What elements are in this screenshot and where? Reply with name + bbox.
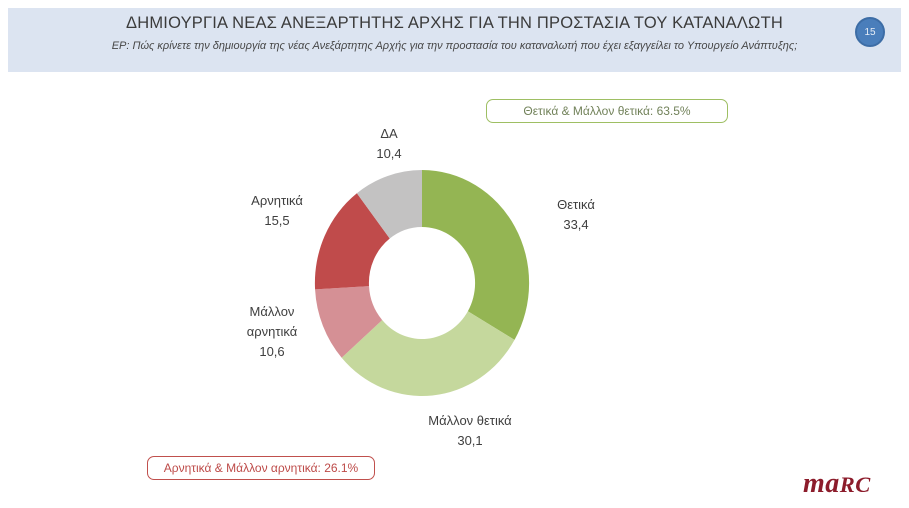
segment-name: ΔΑ [380, 126, 398, 141]
segment-name: Μάλλον αρνητικά [246, 304, 298, 340]
donut-segment-4 [356, 170, 422, 239]
donut-segment-0 [422, 170, 530, 340]
question-subtitle: ΕΡ: Πώς κρίνετε την δημιουργία της νέας … [111, 40, 798, 52]
donut-svg [314, 170, 530, 396]
segment-value: 10,4 [376, 146, 402, 162]
segment-value: 33,4 [563, 217, 589, 233]
logo-text-lower: ma [803, 468, 840, 499]
page-title: ΔΗΜΙΟΥΡΓΙΑ ΝΕΑΣ ΑΝΕΞΑΡΤΗΤΗΣ ΑΡΧΗΣ ΓΙΑ ΤΗ… [126, 14, 783, 32]
negative-summary-callout: Αρνητικά & Μάλλον αρνητικά: 26.1% [147, 456, 375, 480]
segment-label-da: ΔΑ 10,4 [376, 124, 401, 164]
logo-text-caps: RC [839, 472, 871, 497]
segment-label-thetika: Θετικά 33,4 [557, 195, 595, 235]
segment-label-arnitika: Αρνητικά 15,5 [251, 191, 303, 231]
segment-name: Θετικά [557, 197, 595, 212]
marc-logo: maRC [803, 468, 871, 500]
segment-value: 15,5 [264, 213, 290, 229]
donut-chart [313, 168, 531, 398]
slide-number: 15 [864, 26, 876, 38]
segment-value: 30,1 [457, 433, 483, 449]
segment-name: Αρνητικά [251, 193, 303, 208]
segment-value: 10,6 [259, 344, 285, 360]
donut-segment-2 [315, 286, 383, 358]
donut-segment-1 [341, 311, 515, 396]
donut-segment-3 [314, 193, 390, 290]
positive-summary-callout: Θετικά & Μάλλον θετικά: 63.5% [486, 99, 728, 123]
header-band: ΔΗΜΙΟΥΡΓΙΑ ΝΕΑΣ ΑΝΕΞΑΡΤΗΤΗΣ ΑΡΧΗΣ ΓΙΑ ΤΗ… [8, 8, 901, 72]
segment-label-mallon-arnitika: Μάλλον αρνητικά 10,6 [230, 302, 314, 362]
segment-name: Μάλλον θετικά [428, 413, 512, 428]
segment-label-mallon-thetika: Μάλλον θετικά 30,1 [428, 411, 511, 451]
slide-number-badge: 15 [855, 17, 885, 47]
